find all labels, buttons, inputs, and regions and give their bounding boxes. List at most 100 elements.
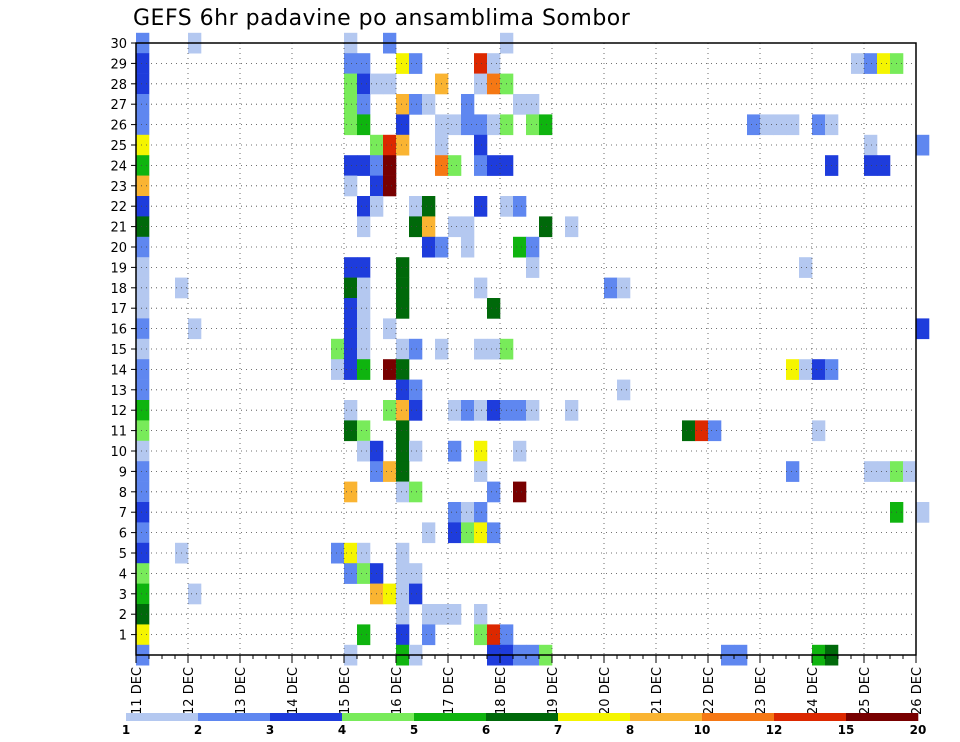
heatmap-cell [396,583,410,605]
heatmap-cell [383,155,397,176]
heatmap-cell [487,481,501,503]
heatmap-cell [526,236,540,258]
heatmap-cell [383,400,397,421]
heatmap-cell [396,114,410,136]
heatmap-cell [396,461,410,482]
heatmap-cell [136,583,150,605]
heatmap-cell [136,420,150,442]
y-tick-label: 19 [110,261,127,276]
heatmap-cell [396,624,410,646]
heatmap-cell [344,542,358,564]
heatmap-cell [396,359,410,380]
heatmap-cell [136,379,150,401]
heatmap-cell [344,420,358,442]
x-tick-label: 22 DEC [702,667,717,715]
y-tick-label: 20 [110,241,127,256]
heatmap-cell [487,338,501,360]
legend-swatch [558,713,631,721]
y-tick-label: 27 [110,98,127,113]
heatmap-cell [864,461,878,482]
chart-title: GEFS 6hr padavine po ansamblima Sombor [133,6,631,31]
legend-swatch [342,713,415,721]
heatmap-cell [357,155,371,176]
heatmap-cell [474,73,488,95]
heatmap-cell [396,338,410,360]
heatmap-cell [396,379,410,401]
legend-level-label: 15 [838,723,855,737]
y-tick-label: 3 [119,588,127,603]
legend-level-label: 1 [122,723,130,737]
heatmap-cell [903,461,917,482]
heatmap-cell [396,94,410,115]
heatmap-cell [513,481,527,503]
y-tick-label: 7 [119,506,127,521]
heatmap-cell [344,155,358,176]
heatmap-cell [461,94,475,115]
heatmap-cell [474,522,488,544]
heatmap-cell [357,196,371,217]
heatmap-cell [136,277,150,299]
heatmap-cell [539,114,553,136]
heatmap-cell [461,400,475,421]
y-tick-label: 9 [119,465,127,480]
heatmap-cell [916,134,930,156]
heatmap-cell [136,522,150,544]
legend-swatch [270,713,343,721]
heatmap-cell [396,440,410,462]
legend-swatch [702,713,775,721]
heatmap-cell [526,94,540,115]
heatmap-cell [448,155,462,176]
heatmap-cell [136,604,150,625]
heatmap-cell [136,73,150,95]
y-tick-label: 2 [119,608,127,623]
legend-level-label: 5 [410,723,418,737]
heatmap-cell [136,318,150,340]
heatmap-cell [422,236,436,258]
y-tick-label: 16 [110,323,127,338]
heatmap-cell [448,114,462,136]
y-tick-label: 15 [110,343,127,358]
heatmap-cell [331,542,345,564]
legend-swatch [126,713,199,721]
heatmap-cell [357,277,371,299]
heatmap-cell [409,440,423,462]
heatmap-cell [396,400,410,421]
y-tick-label: 6 [119,527,127,542]
heatmap-cell [409,481,423,503]
heatmap-cell [513,196,527,217]
heatmap-cell [357,624,371,646]
heatmap-cell [331,359,345,380]
y-tick-label: 21 [110,221,127,236]
legend-level-label: 7 [554,723,562,737]
heatmap-cell [877,461,891,482]
heatmap-cell [396,604,410,625]
heatmap-cell [474,196,488,217]
heatmap-cell [461,114,475,136]
heatmap-cell [396,257,410,278]
heatmap-cell [513,400,527,421]
heatmap-cell [773,114,787,136]
heatmap-cell [383,461,397,482]
heatmap-cell [409,196,423,217]
heatmap-cell [357,359,371,380]
heatmap-cell [357,53,371,74]
y-tick-label: 17 [110,302,127,317]
heatmap-cell [357,73,371,95]
heatmap-cell [487,73,501,95]
heatmap-cell [136,338,150,360]
heatmap-cell [409,563,423,584]
heatmap-cell [877,53,891,74]
heatmap-cell [344,94,358,115]
heatmap-cell [344,318,358,340]
heatmap-cell [422,94,436,115]
heatmap-cell [851,53,865,74]
legend-level-label: 6 [482,723,490,737]
heatmap-cell [344,114,358,136]
heatmap-cell [617,379,631,401]
heatmap-cell [786,461,800,482]
heatmap-cell [344,257,358,278]
y-tick-label: 11 [110,425,127,440]
y-tick-label: 14 [110,363,127,378]
legend-level-label: 10 [694,723,711,737]
